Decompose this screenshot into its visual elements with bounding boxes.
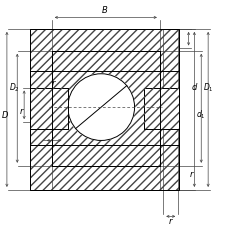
Bar [30, 30, 179, 190]
Bar [143, 88, 179, 129]
Text: $D_2$: $D_2$ [9, 81, 19, 93]
Text: r: r [189, 169, 192, 179]
Bar [143, 88, 179, 129]
Text: $D_1$: $D_1$ [202, 81, 213, 93]
Bar [30, 88, 68, 129]
Bar [30, 88, 68, 129]
Bar [30, 30, 179, 190]
Text: B: B [101, 6, 107, 15]
Bar [52, 52, 159, 166]
Bar [30, 88, 68, 129]
Text: r: r [168, 216, 171, 225]
Text: r: r [19, 106, 23, 116]
Bar [143, 88, 179, 129]
Bar [52, 52, 159, 166]
Text: $d_1$: $d_1$ [195, 108, 205, 121]
Text: d: d [191, 82, 196, 92]
Text: D: D [2, 110, 8, 119]
Bar [30, 30, 179, 190]
Text: r: r [51, 78, 55, 87]
Bar [52, 52, 159, 166]
Circle shape [68, 74, 134, 141]
